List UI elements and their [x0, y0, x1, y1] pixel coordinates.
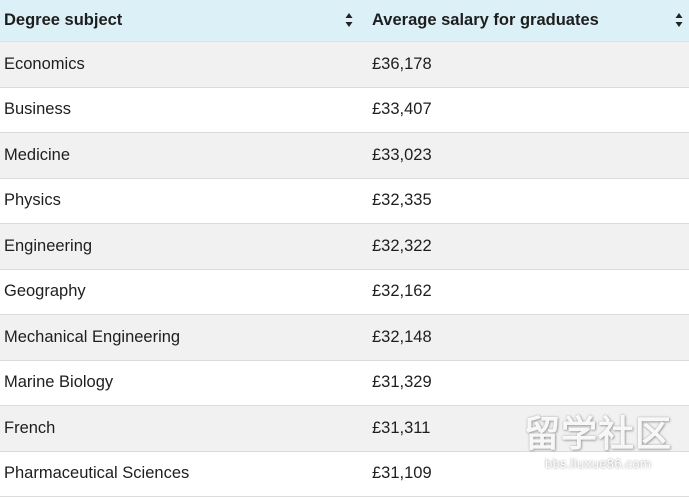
salary-cell: £36,178: [359, 41, 689, 88]
subject-cell: Pharmaceutical Sciences: [0, 451, 359, 497]
salary-cell: £32,148: [359, 314, 689, 361]
subject-cell: Geography: [0, 269, 359, 315]
table-row: Medicine £33,023: [0, 132, 689, 179]
subject-cell: Physics: [0, 178, 359, 224]
salary-cell: £32,162: [359, 269, 689, 315]
table-row: Marine Biology £31,329: [0, 360, 689, 406]
degree-subject-header-label: Degree subject: [4, 11, 123, 29]
subject-cell: Business: [0, 87, 359, 133]
subject-cell: Marine Biology: [0, 360, 359, 406]
sort-icon[interactable]: [345, 12, 353, 28]
table-row: Pharmaceutical Sciences £31,109: [0, 451, 689, 497]
salary-cell: £31,109: [359, 451, 689, 497]
subject-cell: Economics: [0, 41, 359, 88]
subject-cell: Mechanical Engineering: [0, 314, 359, 361]
salary-cell: £33,023: [359, 132, 689, 179]
average-salary-header-label: Average salary for graduates: [372, 11, 599, 29]
salary-cell: £31,329: [359, 360, 689, 406]
subject-cell: Medicine: [0, 132, 359, 179]
degree-subject-column-header[interactable]: Degree subject: [0, 0, 359, 42]
table-row: French £31,311: [0, 405, 689, 452]
salary-cell: £32,322: [359, 223, 689, 270]
subject-cell: Engineering: [0, 223, 359, 270]
salary-cell: £31,311: [359, 405, 689, 452]
table-row: Economics £36,178: [0, 41, 689, 88]
table-row: Mechanical Engineering £32,148: [0, 314, 689, 361]
sort-icon[interactable]: [675, 12, 683, 28]
average-salary-column-header[interactable]: Average salary for graduates: [359, 0, 689, 42]
header-row: Degree subject Average salary for gradua…: [0, 0, 689, 42]
salary-cell: £33,407: [359, 87, 689, 133]
subject-cell: French: [0, 405, 359, 452]
table-row: Geography £32,162: [0, 269, 689, 315]
table-row: Engineering £32,322: [0, 223, 689, 270]
table-row: Business £33,407: [0, 87, 689, 133]
salary-cell: £32,335: [359, 178, 689, 224]
table-row: Physics £32,335: [0, 178, 689, 224]
